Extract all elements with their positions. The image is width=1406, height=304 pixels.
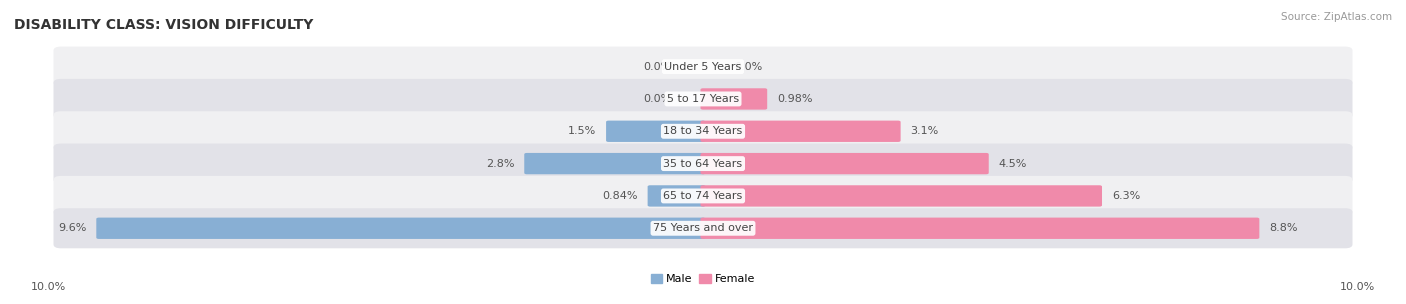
FancyBboxPatch shape [524,153,706,174]
FancyBboxPatch shape [53,176,1353,216]
Text: DISABILITY CLASS: VISION DIFFICULTY: DISABILITY CLASS: VISION DIFFICULTY [14,18,314,32]
Text: 4.5%: 4.5% [998,159,1028,169]
Text: 9.6%: 9.6% [58,223,86,233]
Text: Under 5 Years: Under 5 Years [665,62,741,72]
Text: 0.0%: 0.0% [644,62,672,72]
Text: 5 to 17 Years: 5 to 17 Years [666,94,740,104]
Text: 1.5%: 1.5% [568,126,596,136]
Text: 18 to 34 Years: 18 to 34 Years [664,126,742,136]
Legend: Male, Female: Male, Female [647,269,759,288]
FancyBboxPatch shape [700,88,768,110]
FancyBboxPatch shape [700,121,901,142]
FancyBboxPatch shape [700,218,1260,239]
Text: 10.0%: 10.0% [31,282,66,292]
FancyBboxPatch shape [648,185,706,207]
FancyBboxPatch shape [53,143,1353,184]
FancyBboxPatch shape [53,47,1353,87]
Text: 6.3%: 6.3% [1112,191,1140,201]
FancyBboxPatch shape [700,185,1102,207]
FancyBboxPatch shape [53,79,1353,119]
Text: 0.84%: 0.84% [602,191,637,201]
FancyBboxPatch shape [53,111,1353,151]
Text: Source: ZipAtlas.com: Source: ZipAtlas.com [1281,12,1392,22]
Text: 65 to 74 Years: 65 to 74 Years [664,191,742,201]
Text: 0.98%: 0.98% [778,94,813,104]
FancyBboxPatch shape [606,121,706,142]
Text: 0.0%: 0.0% [734,62,762,72]
FancyBboxPatch shape [96,218,706,239]
FancyBboxPatch shape [700,153,988,174]
Text: 2.8%: 2.8% [485,159,515,169]
Text: 10.0%: 10.0% [1340,282,1375,292]
Text: 75 Years and over: 75 Years and over [652,223,754,233]
FancyBboxPatch shape [53,208,1353,248]
Text: 8.8%: 8.8% [1270,223,1298,233]
Text: 0.0%: 0.0% [644,94,672,104]
Text: 35 to 64 Years: 35 to 64 Years [664,159,742,169]
Text: 3.1%: 3.1% [911,126,939,136]
